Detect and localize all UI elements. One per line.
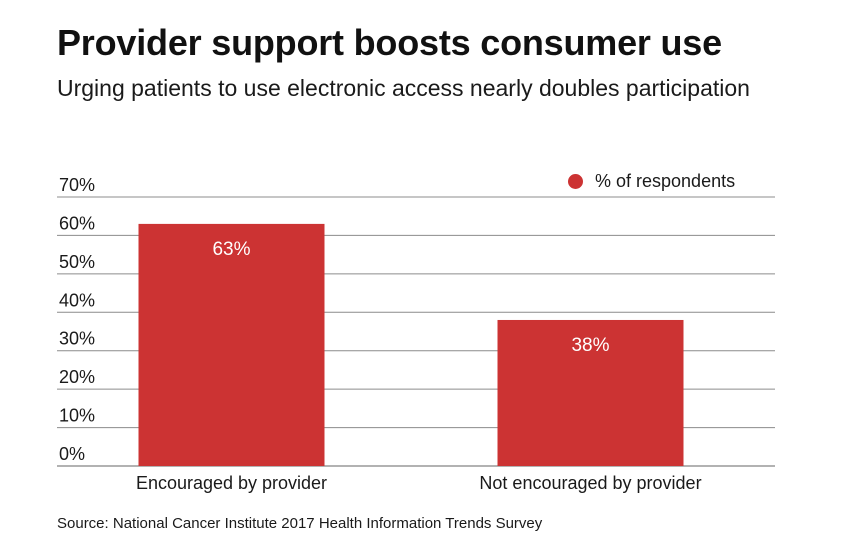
chart-subtitle: Urging patients to use electronic access… <box>57 75 750 101</box>
y-tick-label: 10% <box>59 406 95 426</box>
source-note: Source: National Cancer Institute 2017 H… <box>57 515 543 532</box>
bar-data-label: 63% <box>212 239 250 260</box>
legend: % of respondents <box>568 171 735 191</box>
bar-data-label: 38% <box>571 335 609 356</box>
y-tick-label: 30% <box>59 329 95 349</box>
y-tick-label: 70% <box>59 175 95 195</box>
y-tick-label: 20% <box>59 367 95 387</box>
x-category-label: Not encouraged by provider <box>479 473 701 493</box>
y-tick-label: 60% <box>59 213 95 233</box>
y-tick-label: 50% <box>59 252 95 272</box>
y-tick-label: 0% <box>59 444 85 464</box>
bar <box>497 319 684 466</box>
legend-swatch <box>568 173 583 189</box>
legend-label: % of respondents <box>595 170 736 191</box>
x-category-label: Encouraged by provider <box>136 473 327 493</box>
bar <box>138 223 325 466</box>
y-tick-label: 40% <box>59 290 95 310</box>
chart-title: Provider support boosts consumer use <box>57 22 722 63</box>
